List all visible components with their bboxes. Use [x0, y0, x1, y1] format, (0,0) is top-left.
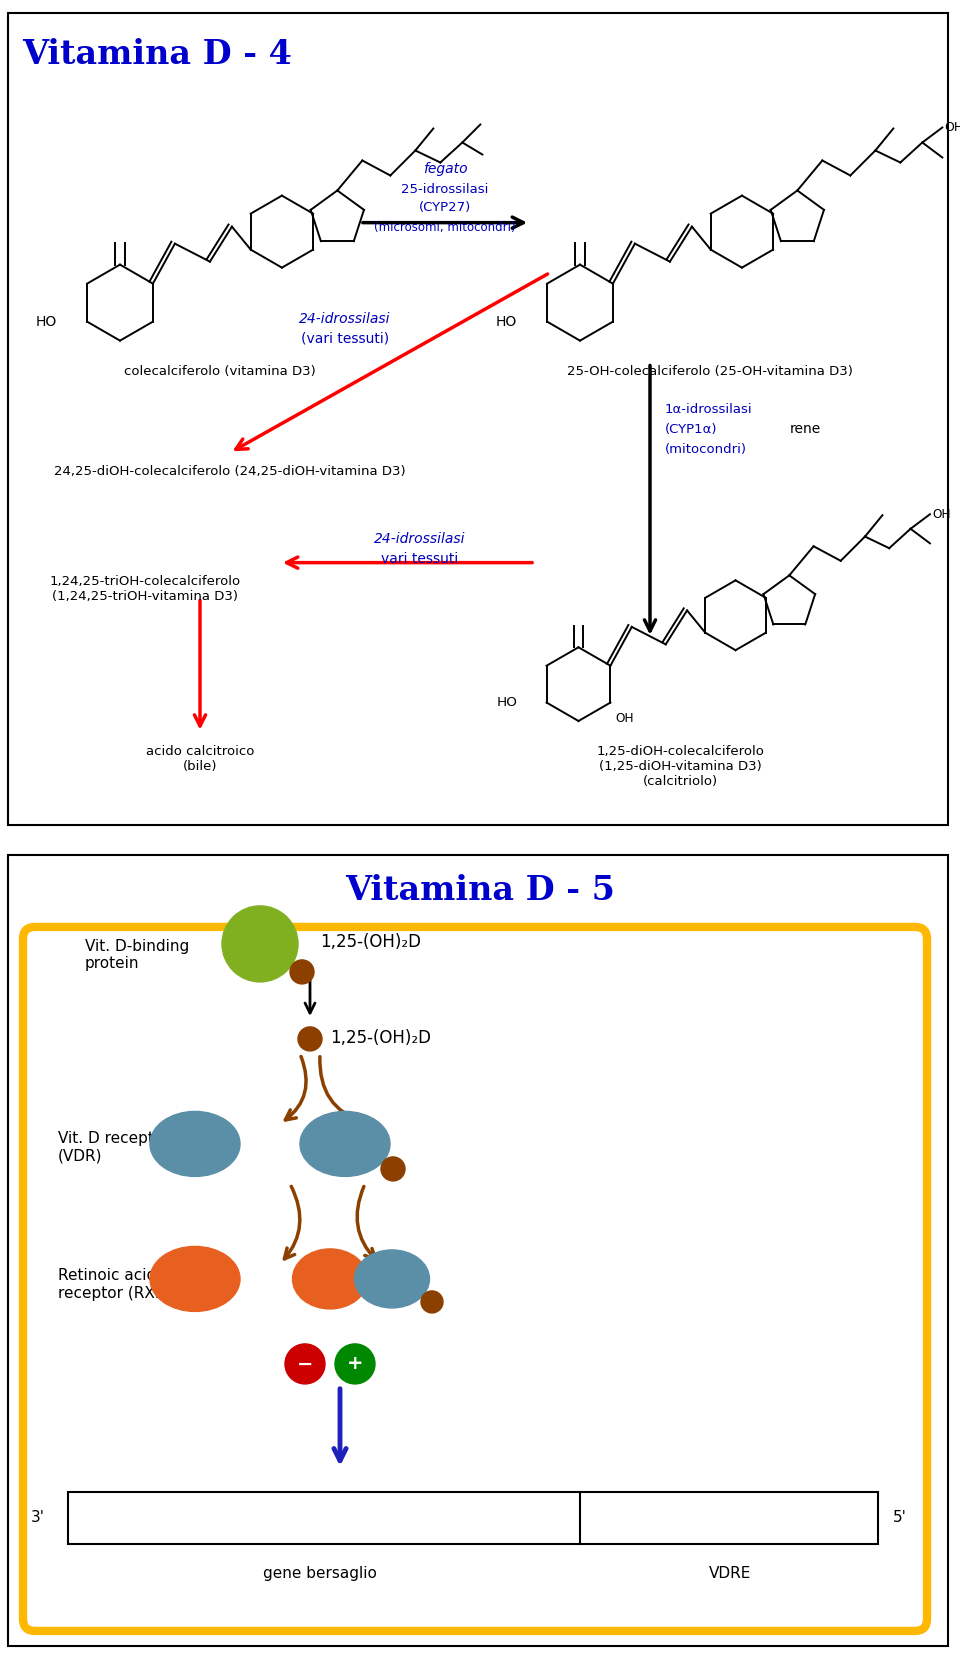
Text: Vitamina D - 4: Vitamina D - 4 [22, 38, 292, 71]
Text: 1,24,25-triOH-colecalciferolo: 1,24,25-triOH-colecalciferolo [49, 574, 241, 587]
Text: 3': 3' [31, 1510, 45, 1525]
Circle shape [290, 959, 314, 984]
Text: colecalciferolo (vitamina D3): colecalciferolo (vitamina D3) [124, 364, 316, 377]
Text: (bile): (bile) [182, 759, 217, 772]
Ellipse shape [354, 1250, 429, 1308]
Text: (calcitriolo): (calcitriolo) [642, 774, 717, 787]
Text: OH: OH [945, 121, 960, 134]
Circle shape [298, 1027, 322, 1050]
Text: 1,25-diOH-colecalciferolo: 1,25-diOH-colecalciferolo [596, 744, 764, 758]
Text: (1,24,25-triOH-vitamina D3): (1,24,25-triOH-vitamina D3) [52, 589, 238, 602]
Text: Vitamina D - 5: Vitamina D - 5 [345, 873, 615, 906]
Text: 24,25-diOH-colecalciferolo (24,25-diOH-vitamina D3): 24,25-diOH-colecalciferolo (24,25-diOH-v… [54, 465, 406, 478]
Text: 24-idrossilasi: 24-idrossilasi [374, 531, 466, 546]
Text: OH: OH [615, 713, 634, 724]
Ellipse shape [150, 1111, 240, 1176]
Text: receptor (RXR): receptor (RXR) [58, 1287, 172, 1302]
Text: Vit. D receptor: Vit. D receptor [58, 1131, 170, 1146]
Text: Vit. D-binding: Vit. D-binding [85, 939, 189, 954]
Text: 25-OH-colecalciferolo (25-OH-vitamina D3): 25-OH-colecalciferolo (25-OH-vitamina D3… [567, 364, 852, 377]
Text: rene: rene [790, 422, 821, 435]
Text: acido calcitroico: acido calcitroico [146, 744, 254, 758]
Circle shape [335, 1345, 375, 1384]
Text: 1,25-(OH)₂D: 1,25-(OH)₂D [330, 1029, 431, 1047]
Circle shape [381, 1156, 405, 1181]
Text: (CYP1α): (CYP1α) [665, 423, 717, 435]
Circle shape [285, 1345, 325, 1384]
Bar [68, 1492, 878, 1543]
Text: OH: OH [932, 508, 950, 521]
Text: vari tessuti: vari tessuti [381, 552, 459, 566]
Text: HO: HO [496, 696, 517, 710]
Text: protein: protein [85, 956, 139, 971]
Text: HO: HO [36, 314, 57, 329]
Text: VDRE: VDRE [708, 1566, 751, 1581]
Text: 24-idrossilasi: 24-idrossilasi [300, 311, 391, 326]
Text: (1,25-diOH-vitamina D3): (1,25-diOH-vitamina D3) [599, 759, 761, 772]
Text: 1α-idrossilasi: 1α-idrossilasi [665, 402, 753, 415]
Text: (mitocondri): (mitocondri) [665, 443, 747, 455]
Ellipse shape [150, 1247, 240, 1312]
Text: Retinoic acid X: Retinoic acid X [58, 1269, 172, 1284]
Text: 1,25-(OH)₂D: 1,25-(OH)₂D [320, 933, 421, 951]
Ellipse shape [300, 1111, 390, 1176]
Text: (microsomi, mitocondri): (microsomi, mitocondri) [374, 220, 516, 233]
Text: (CYP27): (CYP27) [419, 200, 471, 213]
Text: +: + [347, 1355, 363, 1373]
Text: HO: HO [496, 314, 517, 329]
Text: fegato: fegato [422, 162, 468, 175]
Text: 25-idrossilasi: 25-idrossilasi [401, 182, 489, 195]
Circle shape [421, 1290, 443, 1313]
Text: −: − [297, 1355, 313, 1373]
Text: 5': 5' [893, 1510, 907, 1525]
Text: (VDR): (VDR) [58, 1148, 103, 1163]
Text: (vari tessuti): (vari tessuti) [300, 332, 389, 346]
Circle shape [222, 906, 298, 982]
Ellipse shape [293, 1249, 368, 1308]
Text: gene bersaglio: gene bersaglio [263, 1566, 377, 1581]
